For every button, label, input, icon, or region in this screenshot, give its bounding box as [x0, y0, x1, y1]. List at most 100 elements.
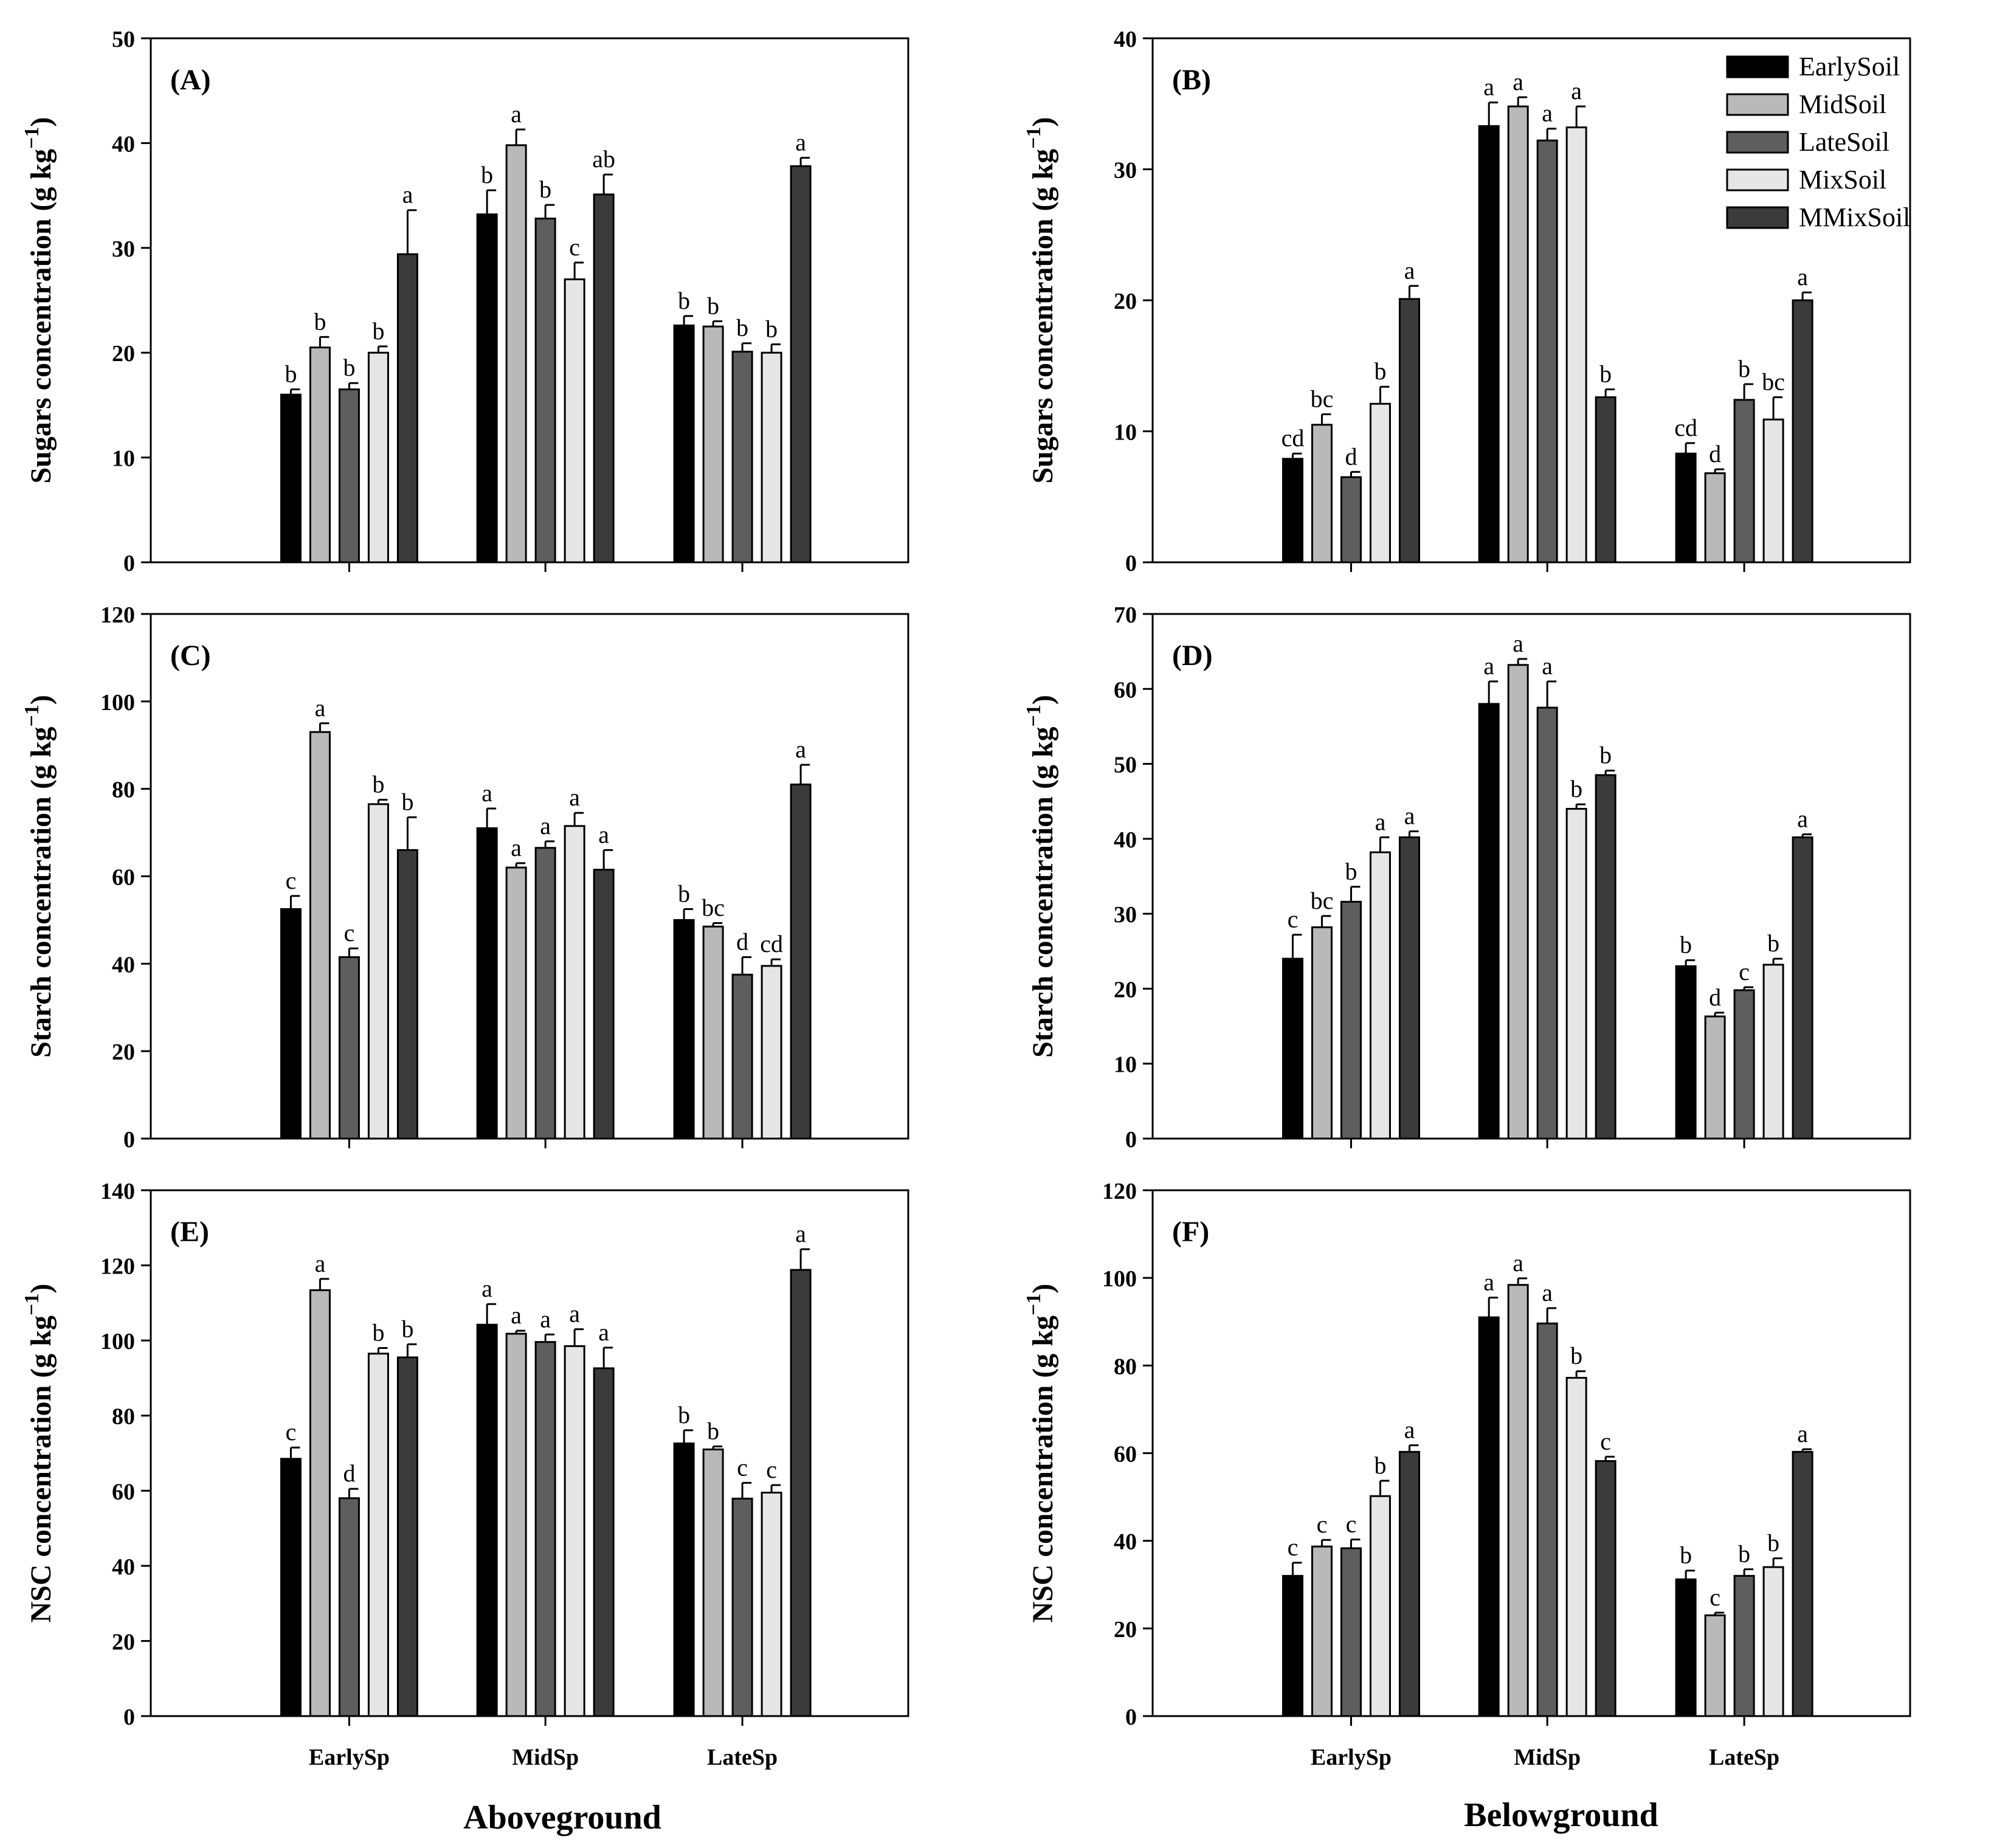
panel-c-sig-letter-latesoil-latesp: d	[736, 928, 748, 956]
panel-d-sig-letter-mixsoil-earlysp: a	[1375, 808, 1386, 835]
panel-d-sig-letter-latesoil-midsp: a	[1542, 652, 1553, 680]
panel-b-bar-midsoil-latesp	[1704, 472, 1726, 564]
panel-f-sig-letter-mixsoil-midsp: b	[1570, 1342, 1582, 1370]
panel-b-sig-letter-earlysoil-earlysp: cd	[1282, 424, 1305, 452]
panel-a-sig-letter-earlysoil-midsp: b	[481, 161, 493, 188]
panel-f-bar-earlysoil-latesp	[1675, 1578, 1697, 1717]
panel-b-bar-latesoil-latesp	[1733, 399, 1755, 564]
panel-b-legend-swatch-midsoil	[1726, 93, 1789, 116]
panel-b-ylabel: Sugars concentration (g kg−1)	[1023, 117, 1059, 483]
panel-b-bar-midsoil-midsp	[1507, 105, 1529, 564]
panel-a-ytick-label: 0	[123, 551, 135, 576]
panel-c-sig-letter-mixsoil-earlysp: b	[372, 771, 384, 798]
panel-e-bar-earlysoil-earlysp	[280, 1458, 302, 1717]
panel-b-sig-letter-mixsoil-latesp: bc	[1762, 368, 1785, 395]
panel-a-bar-midsoil-latesp	[702, 325, 724, 564]
panel-f-bar-mmixsoil-latesp	[1792, 1450, 1813, 1717]
panel-a-bar-mixsoil-midsp	[564, 278, 585, 564]
panel-f-bar-mmixsoil-earlysp	[1398, 1450, 1420, 1717]
panel-f-sig-letter-earlysoil-midsp: a	[1483, 1269, 1494, 1296]
panel-f-bar-midsoil-earlysp	[1311, 1545, 1333, 1717]
panel-e-sig-letter-midsoil-latesp: b	[707, 1417, 719, 1444]
panel-d-bar-midsoil-latesp	[1704, 1015, 1726, 1140]
panel-a-sig-letter-midsoil-midsp: a	[511, 100, 522, 128]
panel-a-bar-earlysoil-midsp	[476, 213, 498, 564]
panel-d-sig-letter-midsoil-earlysp: bc	[1311, 887, 1334, 914]
panel-b-ytick-label: 40	[1114, 27, 1137, 52]
panel-c-sig-letter-earlysoil-midsp: a	[481, 779, 492, 807]
panel-f-ytick-label: 80	[1114, 1354, 1137, 1379]
panel-b-legend-label-latesoil: LateSoil	[1799, 127, 1889, 157]
panel-e-sig-letter-mixsoil-midsp: a	[569, 1300, 580, 1328]
panel-c-sig-letter-mmixsoil-latesp: a	[795, 736, 806, 763]
panel-d-ytick-label: 70	[1114, 602, 1137, 628]
panel-a-sig-letter-earlysoil-latesp: b	[678, 287, 690, 314]
panel-e-sig-letter-earlysoil-midsp: a	[481, 1275, 492, 1302]
panel-f-sig-letter-earlysoil-earlysp: c	[1288, 1534, 1299, 1561]
panel-c-bar-earlysoil-latesp	[673, 919, 695, 1140]
panel-d-bar-latesoil-latesp	[1733, 989, 1755, 1140]
panel-c-ytick-label: 120	[100, 602, 135, 628]
panel-b-ytick-label: 20	[1114, 289, 1137, 314]
panel-b-ytick-label: 10	[1114, 420, 1137, 446]
panel-f-bar-mixsoil-earlysp	[1369, 1495, 1391, 1717]
panel-a-bar-earlysoil-latesp	[673, 324, 695, 564]
panel-d-ytick-label: 50	[1114, 753, 1137, 778]
panel-f-sig-letter-mmixsoil-earlysp: a	[1404, 1416, 1415, 1444]
panel-c-ytick-label: 100	[100, 690, 135, 715]
panel-a-sig-letter-latesoil-latesp: b	[736, 314, 748, 342]
panel-c-bar-midsoil-midsp	[505, 866, 527, 1140]
panel-f-sig-letter-midsoil-earlysp: c	[1317, 1511, 1328, 1538]
panel-c-sig-letter-earlysoil-latesp: b	[678, 880, 690, 907]
panel-f-bar-mixsoil-midsp	[1565, 1377, 1587, 1717]
panel-f-bar-earlysoil-midsp	[1478, 1316, 1500, 1717]
panel-f-sig-letter-mmixsoil-latesp: a	[1797, 1420, 1808, 1447]
panel-f-bar-latesoil-earlysp	[1340, 1547, 1362, 1717]
column-title-left: Aboveground	[463, 1799, 661, 1836]
panel-b-ytick-label: 0	[1125, 551, 1137, 576]
panel-f-sig-letter-midsoil-midsp: a	[1513, 1249, 1523, 1277]
panel-e-ytick-label: 60	[112, 1479, 135, 1505]
panel-b-sig-letter-mmixsoil-earlysp: a	[1404, 257, 1415, 284]
panel-a-sig-letter-mmixsoil-midsp: ab	[592, 145, 615, 173]
panel-c-label: (C)	[170, 640, 211, 672]
panel-d-sig-letter-mixsoil-midsp: b	[1570, 775, 1582, 802]
panel-b-legend-label-earlysoil: EarlySoil	[1799, 52, 1900, 81]
panel-c-sig-letter-midsoil-midsp: a	[511, 834, 522, 861]
panel-f-ylabel: NSC concentration (g kg−1)	[1023, 1284, 1059, 1623]
panel-e-sig-letter-earlysoil-latesp: b	[678, 1401, 690, 1429]
panel-d-bar-earlysoil-earlysp	[1282, 957, 1303, 1140]
panel-f-sig-letter-earlysoil-latesp: b	[1680, 1542, 1692, 1569]
panel-e-bar-mixsoil-earlysp	[367, 1353, 389, 1717]
panel-b-bar-mmixsoil-earlysp	[1398, 298, 1420, 564]
panel-d-bar-latesoil-earlysp	[1340, 900, 1362, 1140]
panel-f-xtick-label-latesp: LateSp	[1709, 1745, 1779, 1770]
panel-f-ytick-label: 100	[1102, 1266, 1137, 1292]
panel-f-sig-letter-midsoil-latesp: c	[1709, 1584, 1720, 1611]
panel-b-bar-mmixsoil-latesp	[1792, 299, 1813, 564]
panel-f-bar-mmixsoil-midsp	[1595, 1460, 1616, 1717]
panel-f-ytick-label: 0	[1125, 1705, 1137, 1730]
panel-c-bar-earlysoil-earlysp	[280, 908, 302, 1140]
panel-b-bar-earlysoil-latesp	[1675, 452, 1697, 564]
panel-c-ytick-label: 20	[112, 1040, 135, 1065]
panel-a-bar-earlysoil-earlysp	[280, 393, 302, 564]
panel-c-sig-letter-mmixsoil-midsp: a	[598, 821, 609, 848]
panel-e-bar-earlysoil-midsp	[476, 1323, 498, 1717]
panel-b-bar-mixsoil-latesp	[1762, 418, 1784, 564]
panel-d-sig-letter-mmixsoil-earlysp: a	[1404, 802, 1415, 830]
panel-c-ytick-label: 0	[123, 1127, 135, 1153]
panel-a-sig-letter-midsoil-latesp: b	[707, 292, 719, 319]
panel-d-ytick-label: 10	[1114, 1052, 1137, 1078]
panel-f-ytick-label: 60	[1114, 1442, 1137, 1467]
panel-c-bar-mixsoil-midsp	[564, 825, 585, 1140]
panel-e-bar-mixsoil-midsp	[564, 1345, 585, 1717]
panel-b-legend-swatch-mixsoil	[1726, 168, 1789, 191]
panel-f-sig-letter-mmixsoil-midsp: c	[1600, 1427, 1611, 1455]
panel-a-bar-mixsoil-latesp	[761, 351, 782, 564]
panel-d-ytick-label: 40	[1114, 827, 1137, 853]
panel-e-ylabel: NSC concentration (g kg−1)	[21, 1284, 57, 1623]
panel-b-sig-letter-midsoil-earlysp: bc	[1311, 385, 1334, 412]
panel-a-bar-mmixsoil-midsp	[593, 193, 615, 564]
